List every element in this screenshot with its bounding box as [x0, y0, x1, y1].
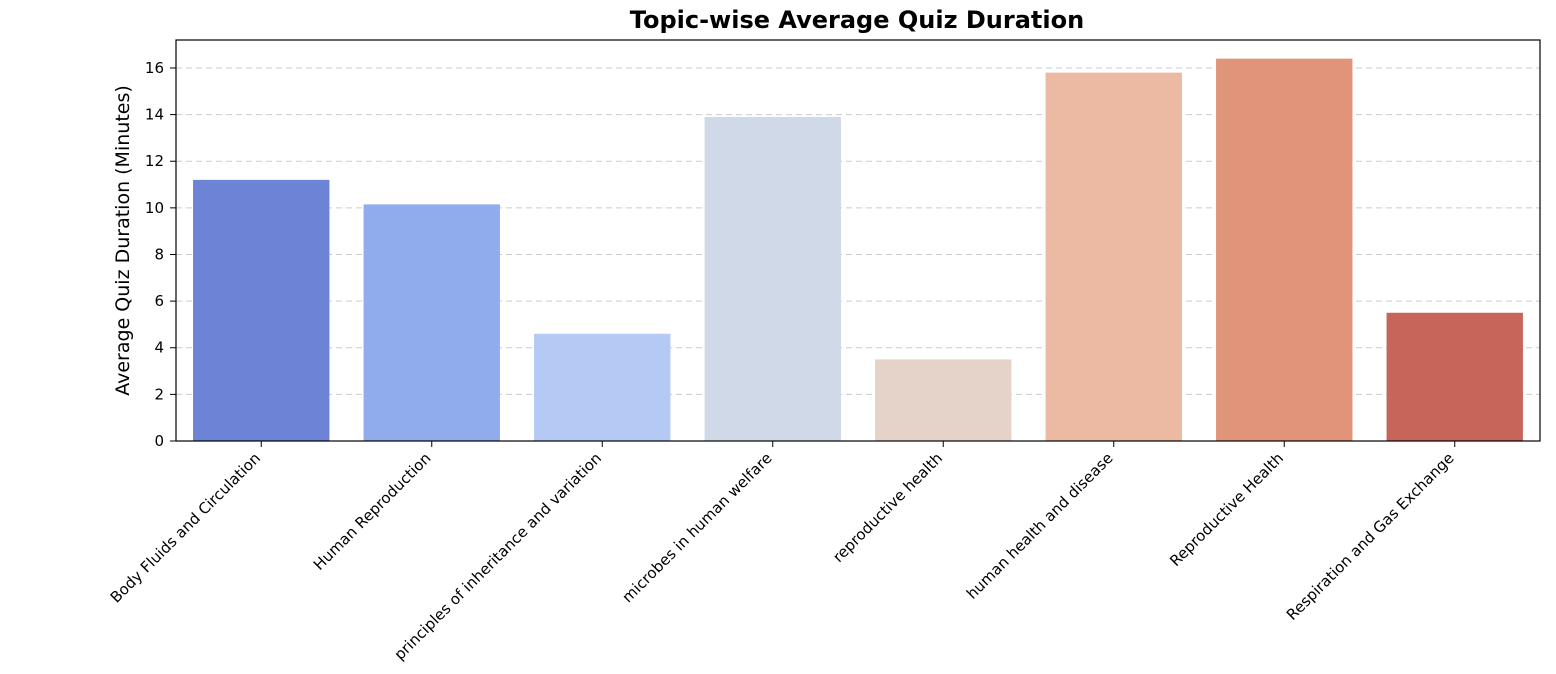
- x-tick-label: Human Reproduction: [310, 449, 435, 574]
- y-tick-label: 10: [145, 199, 164, 217]
- x-tick-label: principles of inheritance and variation: [391, 449, 606, 664]
- bars: [193, 58, 1523, 442]
- gridlines: [176, 67, 1540, 395]
- bar: [704, 116, 841, 442]
- x-tick-label: human health and disease: [963, 449, 1117, 603]
- x-tick-label: reproductive health: [829, 449, 946, 566]
- x-tick-label: Reproductive Health: [1166, 449, 1287, 570]
- x-axis-ticks: Body Fluids and Circulation Human Reprodu…: [107, 441, 1458, 664]
- y-tick-label: 0: [154, 432, 164, 450]
- x-tick-label: Respiration and Gas Exchange: [1283, 449, 1458, 624]
- chart-title: Topic-wise Average Quiz Duration: [630, 6, 1084, 34]
- bar: [1386, 312, 1523, 441]
- bar: [534, 333, 671, 441]
- y-tick-label: 2: [154, 385, 164, 403]
- y-axis-label: Average Quiz Duration (Minutes): [112, 85, 134, 396]
- x-tick-label: Body Fluids and Circulation: [107, 449, 264, 606]
- y-tick-label: 8: [154, 245, 164, 263]
- y-tick-label: 14: [145, 106, 164, 124]
- bar: [363, 204, 500, 441]
- y-tick-label: 12: [145, 152, 164, 170]
- plot-frame: [175, 39, 1541, 442]
- y-axis-ticks: 0 2 4 6 8 10 12 14 16: [145, 59, 176, 450]
- bar: [1216, 58, 1353, 442]
- bar: [875, 359, 1012, 441]
- y-tick-label: 6: [154, 292, 164, 310]
- x-tick-label: microbes in human welfare: [619, 449, 776, 606]
- y-tick-label: 16: [145, 59, 164, 77]
- bar: [193, 179, 330, 441]
- bar: [1045, 72, 1182, 442]
- y-tick-label: 4: [154, 339, 164, 357]
